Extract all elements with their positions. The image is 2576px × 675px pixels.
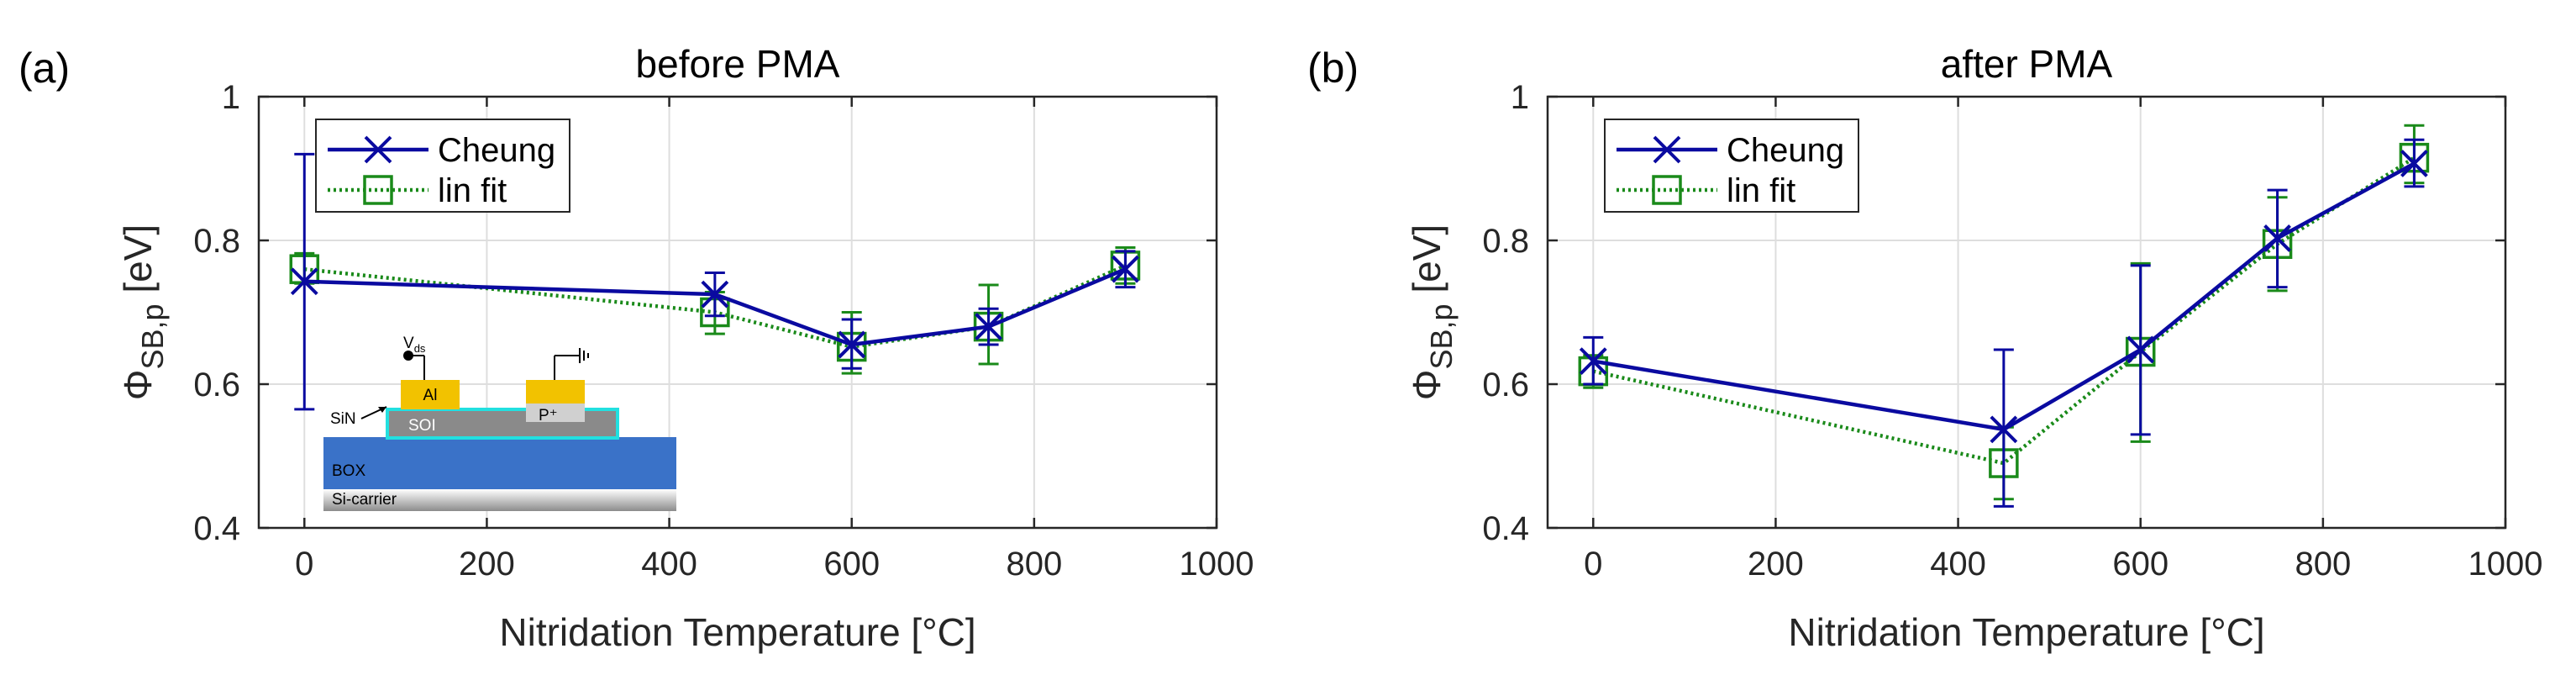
legend-marker (1653, 135, 1681, 164)
y-tick-label: 0.4 (1482, 510, 1529, 547)
x-tick-label: 200 (459, 546, 515, 583)
y-axis-label: ΦSB,p [eV] (116, 224, 170, 400)
x-tick-label: 600 (2112, 546, 2169, 583)
legend-label: lin fit (1727, 172, 1795, 209)
panel-label: (a) (18, 45, 70, 92)
chart-title: after PMA (1941, 42, 2113, 86)
p-contact (526, 380, 585, 403)
data-point (2127, 335, 2155, 364)
data-point (290, 267, 318, 296)
series-cheung (290, 152, 1139, 411)
x-tick-label: 800 (1006, 546, 1062, 583)
panel-a: (a) before PMA 0 200 400 600 800 1000 0.4 0.6 0.8 1… (18, 42, 1254, 654)
device-inset: Al P⁺ SOI BOX Si-carrier SiN Vds (323, 335, 676, 511)
chart-title: before PMA (636, 42, 840, 86)
x-tick-label: 0 (295, 546, 313, 583)
legend-marker (363, 175, 393, 205)
legend-marker (1652, 175, 1682, 205)
x-tick-label: 600 (823, 546, 880, 583)
x-axis-label: Nitridation Temperature [°C] (1788, 610, 2264, 654)
legend-label: lin fit (438, 172, 507, 209)
x-tick-label: 800 (2295, 546, 2351, 583)
data-point (2263, 224, 2291, 252)
box-layer (323, 437, 676, 489)
data-point (2400, 150, 2428, 177)
p-implant-label: P⁺ (539, 407, 558, 425)
data-point (975, 313, 1002, 341)
x-tick-label: 1000 (1180, 546, 1254, 583)
vds-label: Vds (403, 335, 426, 355)
si-carrier-layer (323, 489, 676, 511)
legend-label: Cheung (1727, 132, 1844, 169)
soi-label: SOI (408, 417, 436, 435)
p-implant (526, 403, 585, 422)
data-point (1579, 347, 1607, 376)
legend-box (315, 119, 570, 213)
y-tick-label: 0.4 (193, 510, 240, 547)
legend-label: Cheung (438, 132, 555, 169)
legend-marker (364, 135, 392, 164)
legend-box (1604, 119, 1859, 213)
data-point (1112, 255, 1139, 283)
axes-box (1546, 95, 2507, 530)
al-label: Al (423, 387, 438, 404)
data-point (838, 330, 866, 359)
box-label: BOX (332, 462, 365, 480)
sin-arrowhead (378, 407, 386, 413)
y-tick-label: 0.6 (193, 367, 240, 403)
data-point (1990, 415, 2018, 444)
x-tick-label: 400 (1930, 546, 1986, 583)
x-tick-label: 200 (1748, 546, 1804, 583)
y-axis-label: ΦSB,p [eV] (1405, 224, 1459, 400)
x-tick-label: 400 (641, 546, 697, 583)
y-tick-label: 1 (222, 79, 240, 116)
panel-label: (b) (1307, 45, 1359, 92)
panel-b: (b) after PMA 0 200 400 600 800 1000 0.4 0.6 0.8 1 N… (1307, 42, 2542, 654)
y-tick-label: 1 (1511, 79, 1529, 116)
axes-box (257, 95, 1218, 530)
x-tick-label: 0 (1584, 546, 1602, 583)
y-tick-label: 0.8 (193, 223, 240, 260)
al-contact (401, 380, 460, 409)
si-carrier-label: Si-carrier (332, 491, 397, 509)
data-point (701, 280, 729, 308)
sin-label: SiN (330, 410, 356, 428)
x-tick-label: 1000 (2468, 546, 2543, 583)
series-cheung (1579, 138, 2428, 508)
x-axis-label: Nitridation Temperature [°C] (499, 610, 975, 654)
y-tick-label: 0.6 (1482, 367, 1529, 403)
y-tick-label: 0.8 (1482, 223, 1529, 260)
